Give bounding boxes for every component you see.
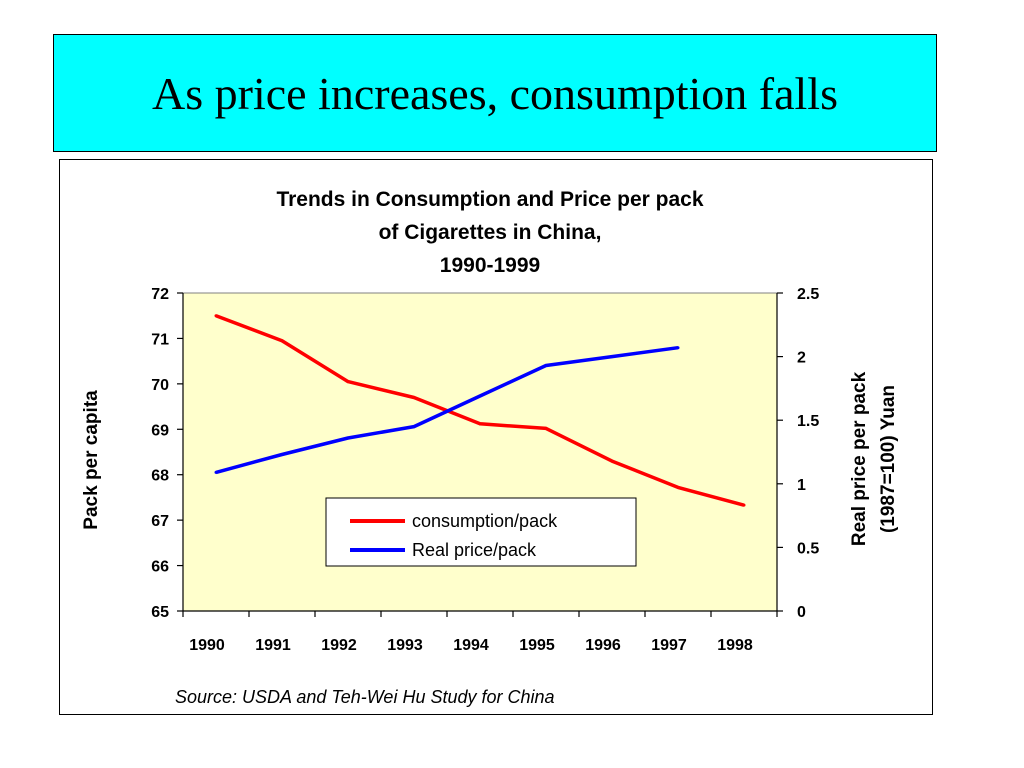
data-point: [214, 470, 218, 474]
series-group: [214, 314, 746, 507]
y-left-tick-label: 72: [151, 286, 169, 303]
y-left-tick-label: 70: [151, 377, 169, 394]
y-right-tick-label: 0: [797, 604, 806, 621]
data-point: [280, 339, 284, 343]
y-left-tick-label: 65: [151, 604, 169, 621]
data-point: [742, 503, 746, 507]
axis-labels: Pack per capita Real price per pack (1987=…: [81, 371, 899, 546]
series-line-price: [215, 345, 679, 475]
chart-title-line: Trends in Consumption and Price per pack: [276, 188, 703, 211]
data-point: [676, 485, 680, 489]
x-tick-label: 1993: [387, 637, 423, 654]
x-tick-label: 1992: [321, 637, 357, 654]
legend-box: [325, 497, 637, 567]
slide-title-box: As price increases, consumption falls: [53, 34, 937, 152]
y-right-tick-label: 2.5: [797, 286, 819, 303]
data-point: [610, 355, 614, 359]
x-tick-label: 1996: [585, 637, 621, 654]
x-tick-label: 1998: [717, 637, 753, 654]
data-point: [214, 314, 218, 318]
y-axis-right-label-line: Real price per pack: [849, 371, 870, 546]
legend-label: Real price/pack: [412, 540, 537, 560]
axes: 65 66 67 68 69 70 71 72 0 0.5 1 1.5 2 2.5 1990 1991 1992…: [151, 286, 819, 654]
chart-title-line: of Cigarettes in China,: [379, 221, 602, 244]
data-point: [676, 346, 680, 350]
x-tick-label: 1994: [453, 637, 489, 654]
y-left-tick-label: 71: [151, 331, 169, 348]
data-point: [544, 364, 548, 368]
chart-frame: Trends in Consumption and Price per pack…: [59, 159, 933, 715]
data-point: [610, 459, 614, 463]
data-point: [280, 453, 284, 457]
x-tick-label: 1990: [189, 637, 225, 654]
legend-label: consumption/pack: [412, 511, 558, 531]
data-point: [412, 395, 416, 399]
y-left-tick-label: 66: [151, 559, 169, 576]
y-left-tick-label: 69: [151, 422, 169, 439]
source-note: Source: USDA and Teh-Wei Hu Study for Ch…: [175, 687, 555, 707]
chart-title-line: 1990-1999: [440, 254, 540, 277]
y-axis-right-label-line: (1987=100) Yuan: [878, 385, 899, 533]
chart: Trends in Consumption and Price per pack…: [81, 188, 899, 707]
y-right-tick-label: 1.5: [797, 413, 819, 430]
x-tick-label: 1991: [255, 637, 291, 654]
data-point: [544, 426, 548, 430]
slide-title: As price increases, consumption falls: [152, 67, 838, 119]
data-point: [478, 394, 482, 398]
y-left-tick-label: 68: [151, 468, 169, 485]
y-right-tick-label: 0.5: [797, 540, 819, 557]
data-point: [478, 422, 482, 426]
x-tick-label: 1995: [519, 637, 555, 654]
legend: consumption/pack Real price/pack: [325, 497, 637, 567]
chart-title: Trends in Consumption and Price per pack…: [276, 188, 703, 277]
data-point: [412, 425, 416, 429]
y-axis-left-label: Pack per capita: [81, 390, 102, 530]
x-tick-label: 1997: [651, 637, 687, 654]
y-right-tick-label: 1: [797, 477, 806, 494]
y-left-tick-label: 67: [151, 513, 169, 530]
data-point: [346, 436, 350, 440]
data-point: [346, 380, 350, 384]
y-right-tick-label: 2: [797, 350, 806, 367]
